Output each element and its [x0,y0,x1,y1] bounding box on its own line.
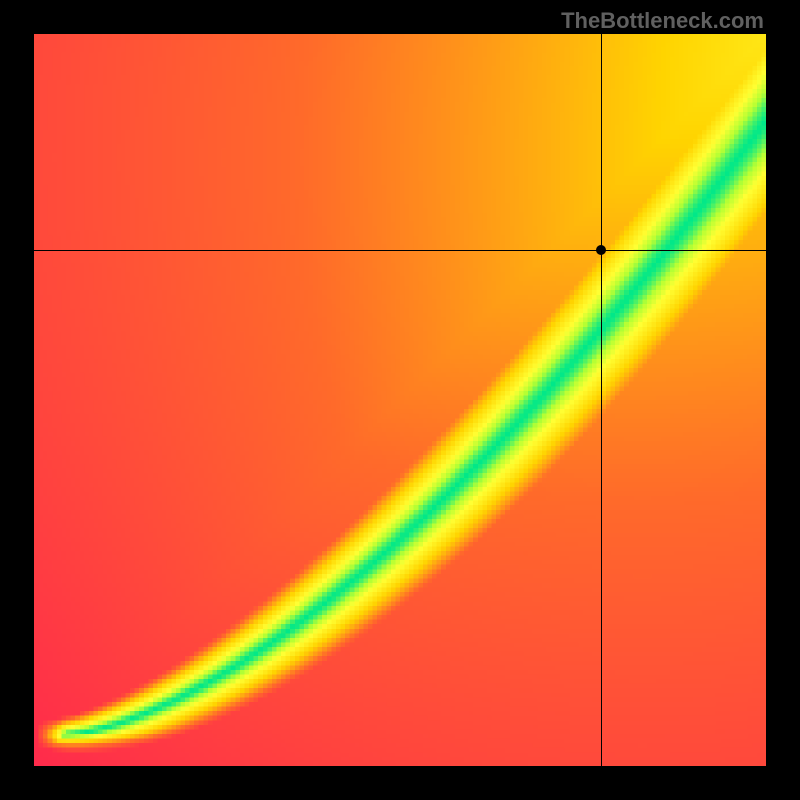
plot-area [34,34,766,766]
crosshair-vertical [601,34,602,766]
heatmap-canvas [34,34,766,766]
crosshair-marker [596,245,606,255]
crosshair-horizontal [34,250,766,251]
chart-container: TheBottleneck.com [0,0,800,800]
watermark-text: TheBottleneck.com [561,8,764,34]
